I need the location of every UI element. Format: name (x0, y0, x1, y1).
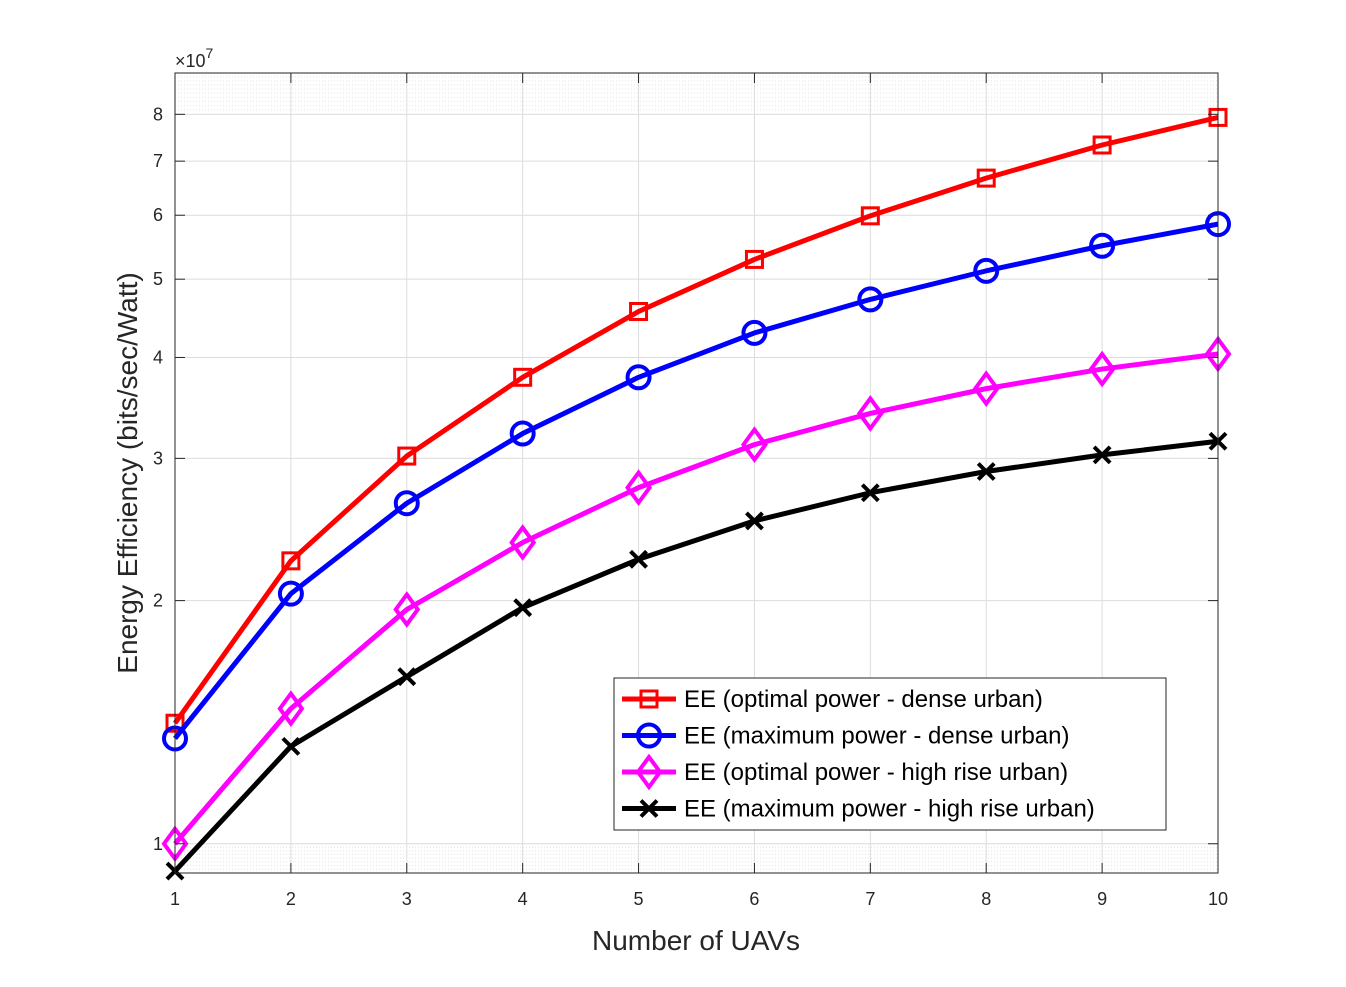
series-2 (162, 211, 1231, 752)
legend-entries: EE (optimal power - dense urban) EE (maxi… (622, 686, 1095, 823)
series-2-point-marker (625, 364, 652, 391)
series-3-point-marker (972, 370, 1000, 408)
series-1-point-marker (860, 206, 880, 226)
series-2-point-marker (741, 319, 768, 346)
series-4-line (173, 438, 1219, 873)
series-1-point-marker (397, 446, 417, 466)
series-4-point-marker (397, 667, 417, 687)
legend-entry: EE (maximum power - high rise urban) (622, 796, 1095, 823)
y-exponent-label: ×107 (175, 45, 214, 71)
series-3-line (173, 351, 1219, 846)
x-tick-label: 8 (981, 889, 991, 909)
legend-marker (635, 753, 663, 791)
legend-marker (639, 799, 659, 818)
y-tick-label: 4 (153, 347, 163, 367)
legend-box (613, 677, 1167, 831)
y-tick-label: 8 (153, 104, 163, 124)
series-3 (161, 335, 1232, 863)
series-4-point-marker (281, 736, 301, 756)
y-tick-label: 1 (153, 834, 163, 854)
legend-marker (636, 722, 662, 749)
series-1-point-marker (744, 249, 764, 269)
series-2-point-marker (509, 420, 536, 447)
y-tick-label: 7 (153, 151, 163, 171)
series-1-point-marker (281, 551, 301, 571)
series-layer (161, 107, 1232, 881)
plot-frame (174, 72, 1219, 874)
legend-label: EE (optimal power - high rise urban) (684, 759, 1068, 786)
x-tick-label: 1 (170, 889, 180, 909)
series-4-point-marker (629, 549, 648, 569)
series-2-point-marker (973, 257, 1000, 284)
x-tick-label: 4 (518, 889, 528, 909)
legend-label: EE (maximum power - dense urban) (684, 723, 1069, 750)
x-tick-label: 3 (402, 889, 412, 909)
tick-layer (174, 73, 1219, 873)
series-3-point-marker (393, 591, 421, 628)
series-3-point-marker (1088, 350, 1116, 388)
legend-entry: EE (maximum power - dense urban) (622, 722, 1069, 750)
series-4-point-marker (1092, 445, 1112, 465)
y-tick-label: 5 (153, 269, 163, 289)
series-2-line (173, 221, 1219, 741)
y-tick-label: 6 (153, 205, 163, 225)
x-tick-label: 6 (749, 889, 759, 909)
series-3-point-marker (856, 395, 884, 432)
x-tick-label: 9 (1097, 889, 1107, 909)
legend-marker (639, 689, 659, 709)
series-4-point-marker (745, 511, 764, 531)
series-3-point-marker (625, 469, 653, 507)
series-1-point-marker (976, 168, 996, 188)
x-axis-title: Number of UAVs (592, 925, 800, 956)
series-3-point-marker (740, 426, 768, 463)
series-4-point-marker (513, 598, 533, 618)
x-tick-labels: 1 2 3 4 5 6 7 8 9 10 (170, 889, 1228, 909)
y-tick-label: 3 (153, 448, 163, 468)
x-tick-label: 5 (634, 889, 644, 909)
series-4-point-marker (860, 483, 880, 503)
series-2-point-marker (277, 580, 304, 607)
series-1-point-marker (629, 301, 649, 321)
series-2-point-marker (857, 286, 884, 313)
series-2-point-marker (393, 490, 420, 517)
series-1-line (172, 114, 1219, 725)
y-axis-title: Energy Efficiency (bits/sec/Watt) (112, 272, 143, 673)
series-2-point-marker (1089, 232, 1116, 259)
legend-label: EE (optimal power - dense urban) (684, 686, 1043, 713)
legend: EE (optimal power - dense urban) EE (maxi… (613, 677, 1167, 831)
series-4-point-marker (976, 462, 996, 481)
x-tick-label: 7 (865, 889, 875, 909)
legend-entry: EE (optimal power - high rise urban) (622, 753, 1068, 791)
legend-label: EE (maximum power - high rise urban) (684, 796, 1095, 823)
series-3-point-marker (509, 524, 537, 561)
x-tick-label: 2 (286, 889, 296, 909)
y-tick-label: 2 (153, 591, 163, 611)
y-tick-labels: 1 2 3 4 5 6 7 8 (153, 104, 163, 853)
series-1-point-marker (513, 367, 533, 387)
series-1-point-marker (1092, 135, 1112, 155)
legend-entry: EE (optimal power - dense urban) (622, 686, 1043, 713)
x-tick-label: 10 (1208, 889, 1228, 909)
series-3-point-marker (277, 690, 305, 727)
